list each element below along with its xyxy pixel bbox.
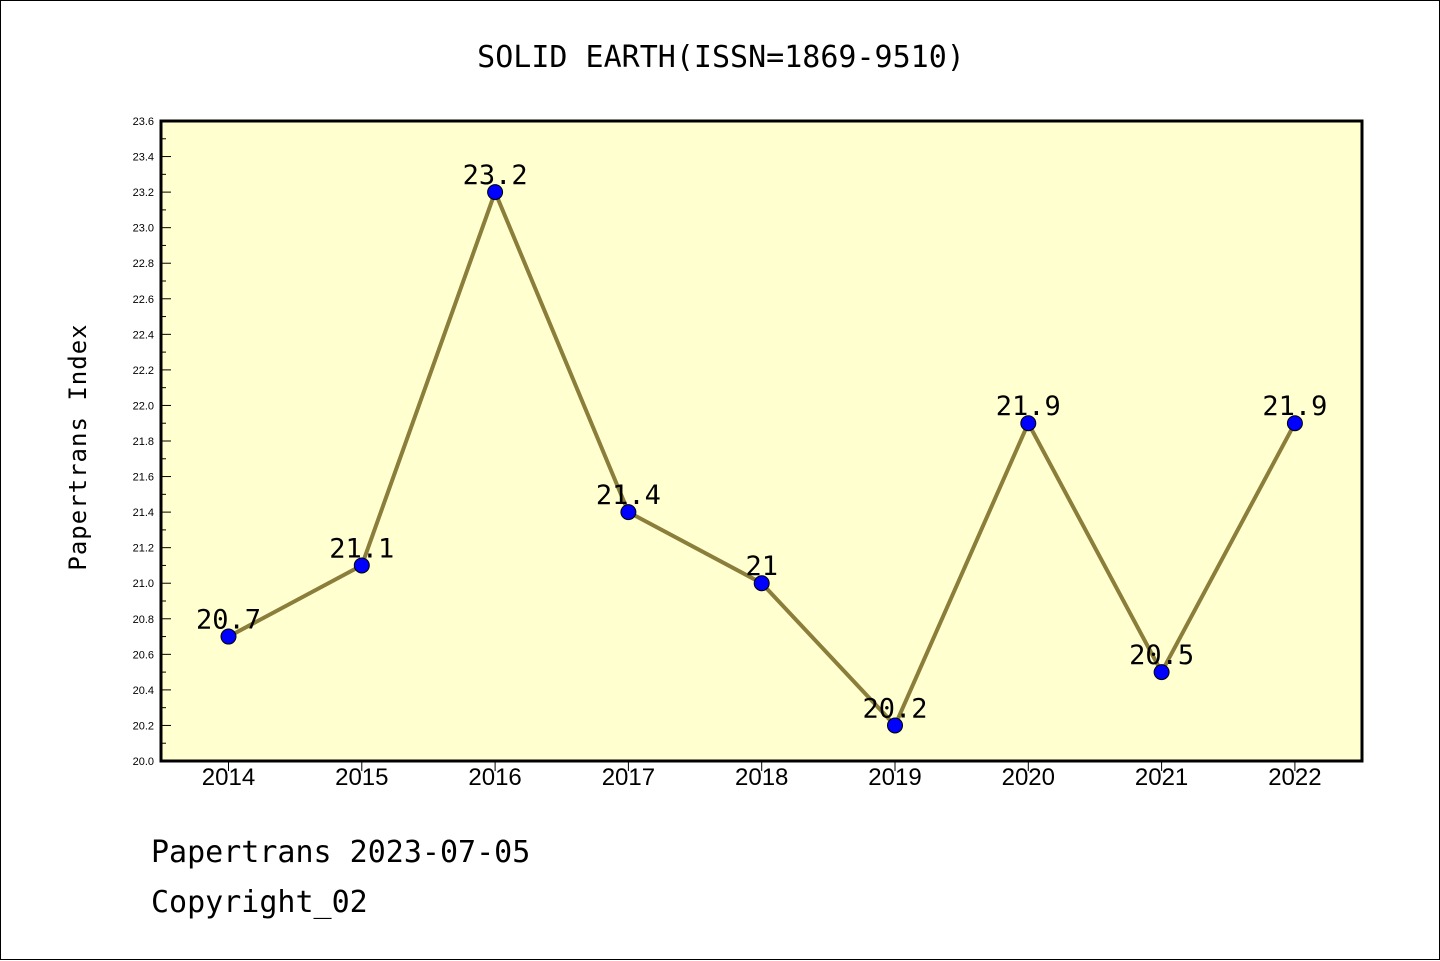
y-tick-label: 23.2 (133, 187, 154, 199)
x-tick-label: 2018 (735, 764, 788, 791)
x-tick-label: 2015 (335, 764, 388, 791)
y-tick-label: 21.6 (133, 472, 154, 484)
x-tick-label: 2021 (1135, 764, 1188, 791)
x-tick-label: 2017 (602, 764, 655, 791)
y-tick-label: 20.8 (133, 614, 154, 626)
data-markers (220, 184, 1303, 734)
y-tick-label: 21.2 (133, 543, 154, 555)
y-tick-label: 21.8 (133, 436, 154, 448)
data-point (220, 628, 237, 645)
y-tick-label: 22.6 (133, 294, 154, 306)
data-point (353, 557, 370, 574)
y-tick-label: 22.4 (133, 329, 154, 341)
data-point (1153, 664, 1170, 681)
y-tick-label: 22.0 (133, 400, 154, 412)
chart-title: SOLID EARTH(ISSN=1869-9510) (477, 40, 965, 75)
footer-source-date: Papertrans 2023-07-05 (151, 835, 531, 870)
y-axis-label: Papertrans Index (64, 323, 92, 570)
x-tick-label: 2019 (868, 764, 921, 791)
y-tick-label: 20.2 (133, 720, 154, 732)
data-label: 20.7 (196, 605, 261, 636)
y-tick-label: 23.6 (133, 116, 154, 128)
y-tick-label: 21.4 (133, 507, 154, 519)
data-labels: 20.7 21.1 23.2 21.4 21 20.2 21.9 20.5 21.9 (196, 160, 1327, 724)
x-axis-ticks: 2014 2015 2016 2017 2018 2019 2020 2021 2022 (202, 761, 1322, 791)
data-label: 21.4 (596, 480, 661, 511)
plot-area (159, 119, 1364, 763)
data-label: 20.2 (862, 693, 927, 724)
y-tick-label: 20.6 (133, 649, 154, 661)
data-point (620, 504, 637, 521)
data-label: 20.5 (1129, 640, 1194, 671)
data-label: 21.9 (1262, 391, 1327, 422)
y-axis-ticks: 20.0 20.2 20.4 20.6 20.8 21.0 21.2 21.4 21.6 21.8… (133, 116, 171, 768)
data-point (753, 575, 770, 592)
x-tick-label: 2020 (1002, 764, 1055, 791)
data-point (487, 184, 504, 201)
x-tick-label: 2014 (202, 764, 255, 791)
y-tick-label: 20.0 (133, 756, 154, 768)
data-point (887, 717, 903, 734)
data-point (1286, 415, 1303, 432)
y-tick-label: 23.0 (133, 223, 154, 235)
y-tick-label: 23.4 (133, 152, 154, 164)
x-tick-label: 2022 (1268, 764, 1321, 791)
y-tick-label: 20.4 (133, 685, 154, 697)
data-label: 23.2 (463, 160, 528, 191)
data-label: 21.9 (996, 391, 1061, 422)
data-point (1020, 415, 1037, 432)
y-tick-label: 21.0 (133, 578, 154, 590)
data-label: 21.1 (329, 533, 394, 564)
footer-copyright: Copyright_02 (151, 885, 368, 920)
data-label: 21 (745, 551, 778, 582)
x-tick-label: 2016 (468, 764, 521, 791)
y-tick-label: 22.8 (133, 258, 154, 270)
y-tick-label: 22.2 (133, 365, 154, 377)
